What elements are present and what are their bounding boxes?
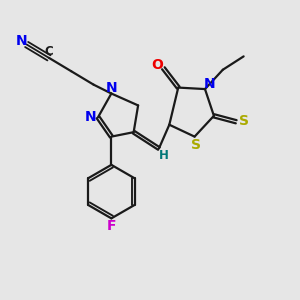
Text: C: C xyxy=(45,45,53,58)
Text: N: N xyxy=(204,77,215,91)
Text: N: N xyxy=(85,110,97,124)
Text: N: N xyxy=(16,34,27,48)
Text: O: O xyxy=(151,58,163,72)
Text: S: S xyxy=(238,114,249,128)
Text: N: N xyxy=(106,81,117,94)
Text: S: S xyxy=(191,138,201,152)
Text: H: H xyxy=(158,148,168,162)
Text: F: F xyxy=(106,219,116,233)
